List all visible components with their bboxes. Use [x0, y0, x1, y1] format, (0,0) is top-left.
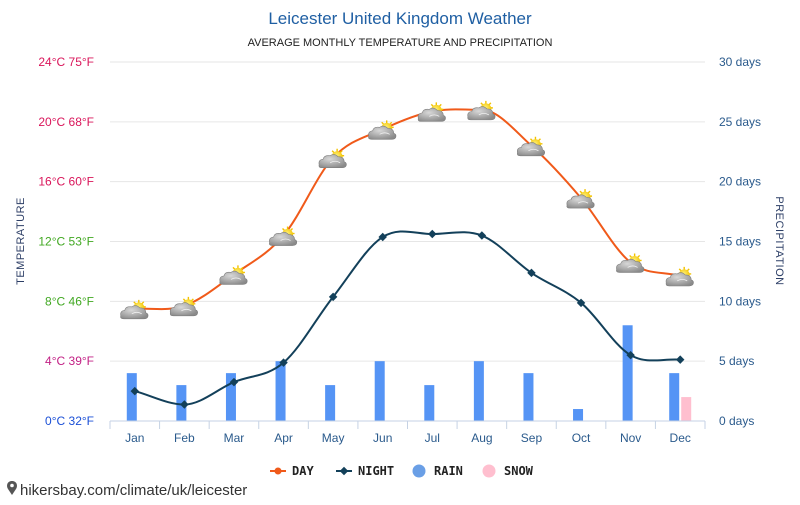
legend-item-night[interactable]: NIGHT — [336, 464, 394, 478]
partly-cloudy-icon — [268, 225, 298, 247]
night-line — [134, 230, 681, 406]
y-right-tick-label: 25 days — [719, 115, 761, 129]
partly-cloudy-icon — [516, 136, 546, 157]
x-tick-label: Oct — [572, 431, 591, 445]
x-tick-label: Jan — [125, 431, 144, 445]
legend: DAY NIGHT RAIN SNOW — [270, 464, 534, 478]
y-left-tick-label: 16°C 60°F — [38, 175, 94, 189]
y-left-tick-label: 12°C 53°F — [38, 235, 94, 249]
x-tick-label: Mar — [224, 431, 245, 445]
legend-label: SNOW — [504, 464, 534, 478]
temperature-lines — [130, 108, 685, 409]
legend-label: RAIN — [434, 464, 463, 478]
x-tick-label: May — [322, 431, 345, 445]
y-axis-left-label: TEMPERATURE — [15, 197, 27, 285]
y-left-tick-label: 4°C 39°F — [45, 354, 94, 368]
y-right-tick-label: 15 days — [719, 235, 761, 249]
y-axis-right-label: PRECIPITATION — [773, 196, 785, 285]
partly-cloudy-icon — [367, 119, 397, 141]
x-tick-label: Feb — [174, 431, 195, 445]
partly-cloudy-icon — [119, 299, 149, 320]
night-point — [328, 292, 338, 302]
rain-bar — [126, 373, 137, 421]
chart-title: Leicester United Kingdom Weather — [268, 9, 532, 28]
legend-diamond-icon — [339, 466, 349, 476]
legend-circle-icon — [482, 464, 496, 478]
location-pin-icon — [7, 481, 17, 495]
night-point — [477, 231, 487, 240]
y-right-tick-label: 5 days — [719, 354, 754, 368]
source-attribution[interactable]: hikersbay.com/climate/uk/leicester — [7, 481, 247, 499]
night-point — [229, 377, 239, 387]
rain-bar — [424, 385, 435, 421]
rain-bar — [176, 385, 187, 421]
night-point — [180, 400, 189, 409]
grid — [110, 61, 705, 362]
rain-bar — [669, 373, 680, 421]
y-left-tick-label: 20°C 68°F — [38, 115, 94, 129]
y-left-tick-label: 24°C 75°F — [38, 55, 94, 69]
x-tick-label: Dec — [670, 431, 691, 445]
legend-circle-icon — [412, 464, 426, 478]
x-tick-label: Jun — [373, 431, 392, 445]
axes: 0°C 32°F 4°C 39°F 8°C 46°F 12°C 53°F 16°C 60… — [38, 55, 761, 445]
precipitation-bars — [126, 325, 692, 421]
rain-bar — [473, 361, 484, 421]
source-link[interactable]: hikersbay.com/climate/uk/leicester — [20, 482, 247, 499]
y-left-tick-label: 8°C 46°F — [45, 294, 94, 308]
snow-bar — [681, 397, 692, 421]
x-tick-label: Jul — [425, 431, 440, 445]
partly-cloudy-icon — [665, 266, 695, 287]
night-point — [675, 355, 685, 364]
legend-label: DAY — [292, 464, 314, 478]
rain-bar — [374, 361, 385, 421]
night-point — [527, 268, 536, 278]
x-tick-label: Nov — [620, 431, 641, 445]
rain-bar — [523, 373, 534, 421]
y-right-tick-label: 30 days — [719, 55, 761, 69]
x-tick-label: Sep — [521, 431, 543, 445]
rain-bar — [622, 325, 633, 421]
partly-cloudy-icon — [417, 101, 447, 123]
legend-dot-icon — [274, 467, 282, 475]
day-line — [134, 108, 681, 311]
y-right-tick-label: 20 days — [719, 175, 761, 189]
x-tick-label: Aug — [471, 431, 492, 445]
partly-cloudy-icon — [615, 252, 645, 274]
legend-label: NIGHT — [358, 464, 394, 478]
rain-bar — [325, 385, 336, 421]
night-point — [626, 350, 635, 360]
partly-cloudy-icon — [169, 296, 199, 317]
x-tick-label: Apr — [274, 431, 293, 445]
legend-item-snow[interactable]: SNOW — [482, 464, 534, 478]
partly-cloudy-icon — [566, 188, 595, 209]
rain-bar — [225, 373, 236, 421]
night-point — [428, 229, 437, 239]
night-point — [279, 358, 288, 367]
night-point — [130, 386, 140, 396]
partly-cloudy-icon — [219, 264, 248, 286]
y-right-tick-label: 10 days — [719, 294, 761, 308]
legend-item-rain[interactable]: RAIN — [412, 464, 463, 478]
weather-icons — [119, 100, 695, 320]
legend-item-day[interactable]: DAY — [270, 464, 314, 478]
partly-cloudy-icon — [318, 148, 348, 169]
night-point — [378, 232, 387, 242]
rain-bar — [573, 409, 584, 421]
chart-subtitle: AVERAGE MONTHLY TEMPERATURE AND PRECIPIT… — [248, 37, 553, 49]
rain-bar — [275, 361, 286, 421]
y-right-tick-label: 0 days — [719, 414, 754, 428]
y-left-tick-label: 0°C 32°F — [45, 414, 94, 428]
night-point — [576, 298, 586, 308]
